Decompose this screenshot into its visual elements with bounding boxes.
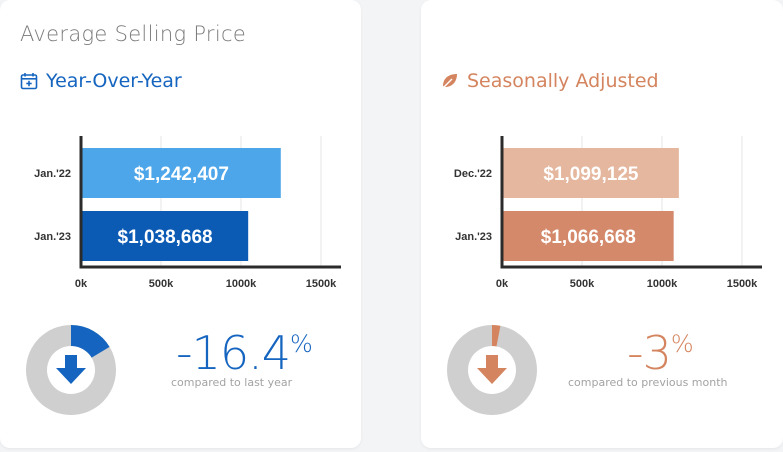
yoy-subtitle: Year-Over-Year bbox=[20, 70, 182, 92]
bar-value-label: $1,038,668 bbox=[118, 227, 213, 248]
percent-sign: % bbox=[670, 330, 694, 358]
seasonal-subtitle: Seasonally Adjusted bbox=[441, 70, 659, 92]
x-tick-label: 1000k bbox=[226, 278, 257, 290]
change-percent: -16.4% bbox=[176, 330, 313, 376]
category-label: Jan.'22 bbox=[34, 168, 71, 180]
seasonal-bar-chart: $1,099,125 Dec.'22 $1,066,668 Jan.'23 0k 500k… bbox=[454, 136, 762, 290]
down-arrow-icon bbox=[477, 355, 507, 384]
change-note: compared to previous month bbox=[568, 376, 728, 389]
bar bbox=[82, 148, 281, 198]
x-tick-label: 500k bbox=[570, 278, 595, 290]
yoy-card: Average Selling Price Year-Over-Year $1,… bbox=[0, 0, 361, 448]
bar bbox=[503, 148, 679, 198]
change-donut bbox=[447, 325, 537, 415]
yoy-bar-chart: $1,242,407 Jan.'22 $1,038,668 Jan.'23 0k 500k… bbox=[34, 136, 341, 290]
change-note: compared to last year bbox=[171, 376, 293, 389]
bar-value-label: $1,099,125 bbox=[543, 164, 639, 185]
calendar-plus-icon bbox=[20, 72, 38, 90]
subtitle-label: Seasonally Adjusted bbox=[467, 70, 659, 92]
bar-value-label: $1,066,668 bbox=[541, 227, 636, 248]
x-tick-label: 0k bbox=[75, 278, 88, 290]
x-tick-label: 500k bbox=[149, 278, 174, 290]
x-tick-label: 0k bbox=[496, 278, 509, 290]
category-label: Jan.'23 bbox=[34, 231, 71, 243]
page-title: Average Selling Price bbox=[20, 22, 247, 46]
subtitle-label: Year-Over-Year bbox=[46, 70, 182, 92]
x-tick-label: 1500k bbox=[306, 278, 337, 290]
change-donut bbox=[26, 325, 116, 415]
change-value: -3 bbox=[627, 326, 672, 380]
seasonal-card: Seasonally Adjusted $1,099,125 Dec.'22 $1,… bbox=[421, 0, 783, 448]
x-tick-label: 1000k bbox=[647, 278, 678, 290]
leaf-icon bbox=[441, 72, 459, 90]
percent-sign: % bbox=[290, 330, 313, 358]
x-tick-label: 1500k bbox=[727, 278, 758, 290]
category-label: Jan.'23 bbox=[455, 231, 492, 243]
down-arrow-icon bbox=[56, 355, 86, 384]
bar-value-label: $1,242,407 bbox=[134, 164, 229, 185]
change-percent: -3% bbox=[627, 330, 694, 376]
bar bbox=[82, 211, 249, 261]
change-value: -16.4 bbox=[176, 326, 291, 380]
bar bbox=[503, 211, 674, 261]
category-label: Dec.'22 bbox=[454, 168, 492, 180]
